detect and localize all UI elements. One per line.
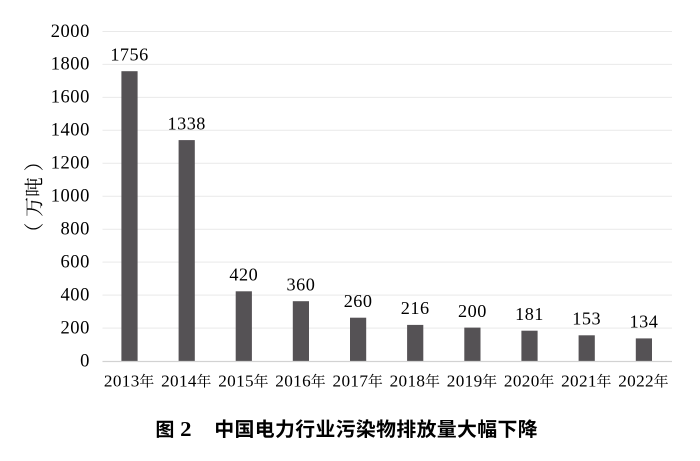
svg-text:134: 134	[630, 312, 659, 332]
svg-text:1756: 1756	[110, 44, 148, 64]
svg-text:216: 216	[401, 298, 430, 318]
svg-text:1200: 1200	[51, 154, 90, 174]
svg-text:0: 0	[80, 351, 90, 371]
svg-text:200: 200	[458, 301, 487, 321]
svg-text:420: 420	[229, 265, 258, 285]
svg-text:800: 800	[60, 220, 89, 240]
svg-text:600: 600	[60, 252, 89, 272]
svg-text:1400: 1400	[51, 121, 90, 141]
svg-text:1600: 1600	[51, 88, 90, 108]
svg-text:2017: 2017	[333, 372, 369, 391]
svg-text:1338: 1338	[168, 113, 206, 133]
svg-text:260: 260	[344, 291, 373, 311]
svg-text:2020: 2020	[504, 372, 540, 391]
svg-text:2014: 2014	[161, 372, 197, 391]
svg-text:360: 360	[287, 274, 316, 294]
svg-text:2018: 2018	[390, 372, 426, 391]
svg-text:153: 153	[572, 309, 601, 329]
svg-text:200: 200	[60, 318, 89, 338]
svg-text:2021: 2021	[561, 372, 597, 391]
svg-text:2013: 2013	[104, 372, 140, 391]
svg-text:2016: 2016	[275, 372, 311, 391]
svg-text:2000: 2000	[51, 22, 90, 42]
svg-text:2: 2	[180, 417, 191, 441]
svg-text:1000: 1000	[51, 187, 90, 207]
svg-text:2022: 2022	[618, 372, 654, 391]
svg-text:181: 181	[515, 304, 544, 324]
svg-text:2019: 2019	[447, 372, 483, 391]
svg-text:400: 400	[60, 285, 89, 305]
svg-text:2015: 2015	[218, 372, 254, 391]
svg-text:1800: 1800	[51, 55, 90, 75]
